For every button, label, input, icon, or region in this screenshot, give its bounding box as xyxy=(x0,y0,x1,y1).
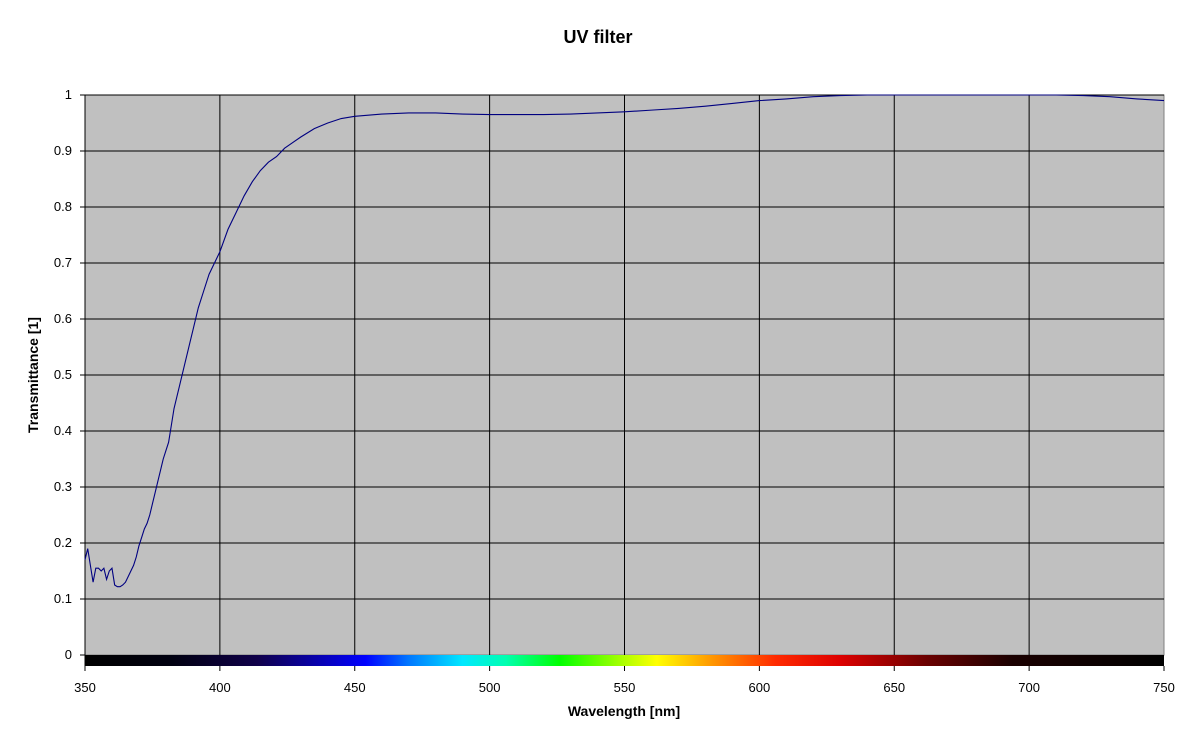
y-tick-label: 0.7 xyxy=(54,255,72,270)
x-axis-ticks: 350 400 450 500 550 600 650 700 750 xyxy=(74,666,1175,695)
x-axis-label: Wavelength [nm] xyxy=(568,703,680,719)
y-tick-label: 0.2 xyxy=(54,535,72,550)
x-tick-label: 700 xyxy=(1018,680,1040,695)
y-tick-label: 0.8 xyxy=(54,199,72,214)
chart-title: UV filter xyxy=(563,27,632,47)
transmittance-line xyxy=(84,94,1165,588)
x-tick-label: 450 xyxy=(344,680,366,695)
x-tick-label: 400 xyxy=(209,680,231,695)
y-tick-label: 0.6 xyxy=(54,311,72,326)
y-tick-label: 1 xyxy=(65,87,72,102)
x-tick-label: 350 xyxy=(74,680,96,695)
y-tick-label: 0.5 xyxy=(54,367,72,382)
x-tick-label: 750 xyxy=(1153,680,1175,695)
x-tick-label: 500 xyxy=(479,680,501,695)
y-axis-label: Transmittance [1] xyxy=(25,317,41,433)
x-tick-label: 650 xyxy=(883,680,905,695)
x-tick-label: 550 xyxy=(614,680,636,695)
y-tick-label: 0.3 xyxy=(54,479,72,494)
y-tick-label: 0.4 xyxy=(54,423,72,438)
y-tick-label: 0.1 xyxy=(54,591,72,606)
y-axis-ticks: 0 0.1 0.2 0.3 0.4 0.5 0.6 0.7 0.8 0.9 1 xyxy=(54,87,85,662)
grid-lines xyxy=(84,94,1164,666)
y-tick-label: 0 xyxy=(65,647,72,662)
y-tick-label: 0.9 xyxy=(54,143,72,158)
spectrum-bar xyxy=(85,655,1164,666)
x-tick-label: 600 xyxy=(749,680,771,695)
